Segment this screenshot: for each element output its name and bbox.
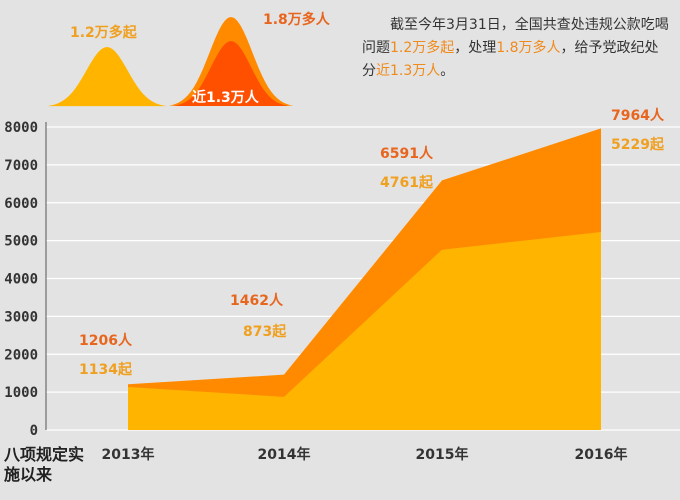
data-label-people: 6591人: [380, 145, 434, 162]
summary-punished: 近1.3万人: [376, 63, 441, 79]
y-tick-label: 3000: [4, 309, 38, 325]
summary-cases: 1.2万多起: [390, 40, 455, 56]
hump-people-label: 1.8万多人: [263, 11, 331, 28]
y-tick-label: 4000: [4, 272, 38, 288]
hump-punished-label: 近1.3万人: [192, 89, 260, 106]
x-tick-label: 2016年: [575, 446, 628, 463]
summary-part1: 截至今年3月31日，全国共查处违规公款吃喝问题: [362, 17, 669, 56]
x-tick-label: 2015年: [416, 446, 469, 463]
y-tick-label: 2000: [4, 347, 38, 363]
y-tick-label: 0: [30, 423, 38, 439]
summary-part4: 。: [440, 63, 455, 79]
hump-graphics: 1.2万多起 1.8万多人 近1.3万人: [47, 11, 331, 107]
data-label-cases: 4761起: [380, 174, 434, 191]
summary-part3: ，给予党政纪处分: [362, 40, 659, 79]
hump-cases: [47, 47, 167, 107]
y-tick-label: 8000: [4, 120, 38, 136]
summary-text: 截至今年3月31日，全国共查处违规公款吃喝问题1.2万多起，处理1.8万多人，给…: [362, 14, 672, 83]
data-label-people: 1206人: [79, 332, 133, 349]
hump-punished: [173, 41, 289, 106]
y-tick-label: 7000: [4, 158, 38, 174]
data-label-cases: 873起: [243, 323, 287, 340]
data-label-cases: 1134起: [79, 361, 133, 378]
summary-people: 1.8万多人: [496, 40, 561, 56]
area-cases: [128, 232, 601, 430]
hump-cases-label: 1.2万多起: [70, 24, 138, 41]
y-tick-label: 6000: [4, 196, 38, 212]
data-labels: 1206人 1462人 6591人 7964人 1134起 873起 4761起 5229起: [79, 107, 665, 378]
data-label-people: 1462人: [230, 292, 284, 309]
summary-part2: ，处理: [454, 40, 497, 56]
y-axis: 0 1000 2000 3000 4000 5000 6000 7000 8000: [4, 120, 47, 439]
y-tick-label: 5000: [4, 234, 38, 250]
x-tick-label: 2013年: [102, 446, 155, 463]
y-tick-label: 1000: [4, 385, 38, 401]
footer-label: 八项规定实施以来: [4, 445, 85, 484]
data-label-people: 7964人: [611, 107, 665, 124]
data-label-cases: 5229起: [611, 136, 665, 153]
x-tick-label: 2014年: [258, 446, 311, 463]
x-axis: 2013年 2014年 2015年 2016年: [102, 446, 628, 463]
areas: [128, 128, 601, 430]
